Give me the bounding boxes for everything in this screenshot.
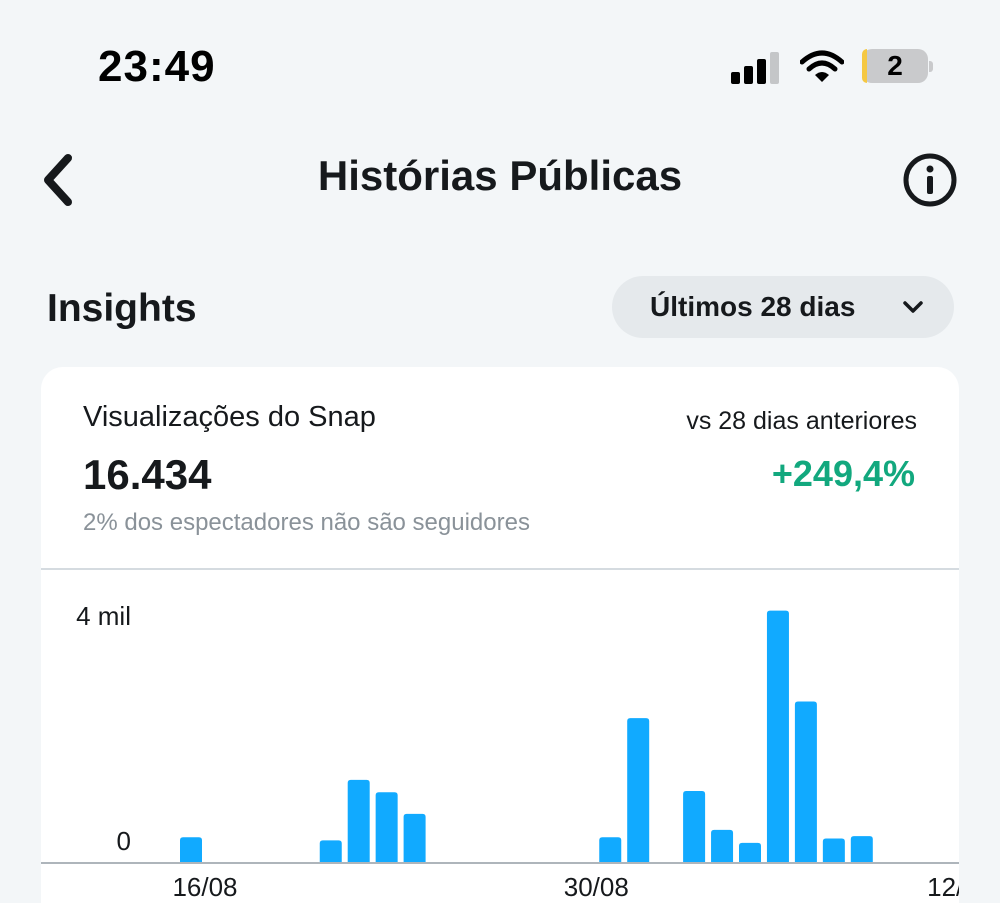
chart-bar[interactable]	[739, 842, 761, 862]
card-divider	[41, 568, 959, 570]
info-icon[interactable]	[902, 152, 958, 208]
chart-bar[interactable]	[766, 610, 789, 862]
chart-bar[interactable]	[599, 837, 622, 862]
x-tick-label: 16/08	[172, 872, 237, 902]
x-tick-label: 12/09	[927, 872, 959, 902]
chart-bar[interactable]	[180, 837, 202, 862]
chevron-down-icon	[903, 301, 923, 313]
date-range-dropdown[interactable]: Últimos 28 dias	[612, 276, 954, 338]
battery-indicator: 2	[862, 49, 928, 83]
battery-nub	[929, 61, 933, 72]
x-tick-label: 30/08	[564, 872, 629, 902]
chart-bar[interactable]	[850, 836, 873, 862]
metric-value: 16.434	[83, 451, 212, 498]
date-range-label: Últimos 28 dias	[650, 291, 856, 322]
y-tick-label: 0	[117, 826, 131, 856]
chart-bar[interactable]	[319, 840, 342, 862]
metric-subtext: 2% dos espectadores não são seguidores	[83, 509, 530, 536]
chart-bar[interactable]	[822, 838, 845, 862]
y-tick-label: 4 mil	[76, 601, 131, 631]
chart-bar[interactable]	[403, 813, 426, 862]
chevron-left-icon[interactable]	[38, 152, 82, 208]
wifi-icon	[800, 50, 844, 82]
page-title: Histórias Públicas	[317, 152, 683, 199]
nav-bar: Histórias Públicas	[0, 140, 1000, 220]
insights-heading: Insights	[47, 287, 197, 330]
status-time: 23:49	[98, 42, 216, 91]
battery-level: 2	[887, 50, 903, 81]
compare-label: vs 28 dias anteriores	[686, 407, 917, 435]
chart-bar[interactable]	[347, 779, 370, 862]
views-card: Visualizações do Snap 16.434 2% dos espe…	[41, 367, 959, 903]
status-bar: 23:49 2	[0, 0, 1000, 130]
compare-value: +249,4%	[771, 453, 915, 494]
cellular-signal-icon	[731, 52, 779, 84]
views-bar-chart: 4 mil 0 16/08 30/08 12/09	[41, 601, 959, 902]
chart-bar[interactable]	[711, 829, 734, 862]
chart-bar[interactable]	[627, 718, 650, 862]
metric-label: Visualizações do Snap	[83, 401, 376, 433]
chart-bar[interactable]	[794, 701, 817, 862]
chart-bar[interactable]	[375, 792, 398, 862]
chart-bar[interactable]	[683, 790, 706, 862]
